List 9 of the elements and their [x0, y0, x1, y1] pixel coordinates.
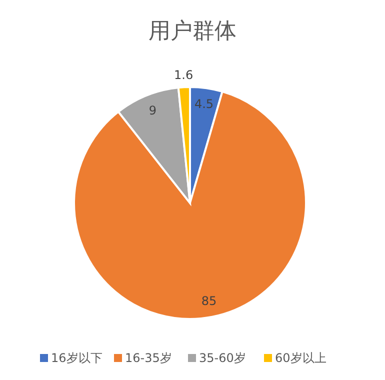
data-label: 85	[201, 294, 217, 308]
legend-label: 16-35岁	[125, 351, 172, 365]
legend-label: 60岁以上	[275, 351, 326, 365]
data-label: 1.6	[174, 68, 194, 82]
legend-label: 35-60岁	[199, 351, 246, 365]
chart-title: 用户群体	[148, 19, 236, 44]
data-label: 9	[148, 103, 157, 118]
legend-label: 16岁以下	[51, 351, 102, 365]
data-label: 4.5	[194, 97, 214, 112]
